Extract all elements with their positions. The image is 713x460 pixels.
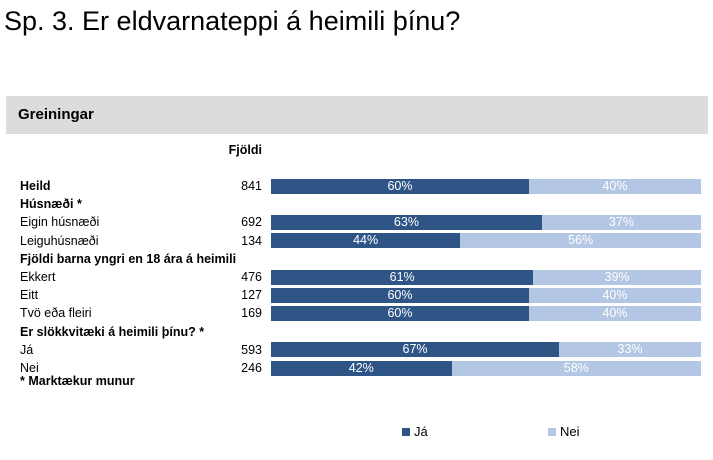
bar-segment-ja — [271, 287, 529, 303]
row-label: Nei — [20, 361, 39, 375]
row-count: 692 — [241, 215, 262, 230]
data-label-nei: 56% — [568, 233, 594, 248]
bar-segment-nei — [541, 214, 701, 230]
bar-segment-ja — [271, 233, 461, 249]
bar-segment-nei — [559, 342, 701, 358]
bar-segment-nei — [529, 287, 701, 303]
group-label: Húsnæði * — [20, 197, 82, 212]
data-label-nei: 40% — [602, 305, 628, 320]
bar-segment-nei — [529, 305, 701, 321]
row-count: 841 — [241, 179, 262, 193]
data-label-nei: 37% — [608, 214, 634, 229]
data-label-ja: 61% — [389, 269, 415, 284]
bar-segment-nei — [451, 360, 701, 376]
data-label-nei: 39% — [604, 269, 630, 284]
data-label-nei: 33% — [617, 342, 643, 357]
chart-title: Sp. 3. Er eldvarnateppi á heimili þínu? — [4, 6, 461, 36]
bar-segment-nei — [529, 178, 701, 194]
row-count: 246 — [241, 361, 262, 375]
row-count: 169 — [241, 306, 262, 321]
legend-swatch-ja — [402, 428, 410, 436]
row-label: Eigin húsnæði — [20, 215, 100, 230]
bar-segment-ja — [271, 342, 560, 358]
section-header-bar — [6, 96, 708, 134]
bar-segment-nei — [533, 269, 701, 285]
bar-segment-ja — [271, 360, 452, 376]
group-label: Fjöldi barna yngri en 18 ára á heimili — [20, 251, 237, 266]
data-label-nei: 40% — [602, 287, 628, 302]
row-count: 476 — [241, 270, 262, 284]
row-label: Eitt — [20, 288, 39, 303]
legend-label-nei: Nei — [560, 424, 580, 439]
data-label-nei: 40% — [602, 178, 628, 193]
count-column-header: Fjöldi — [228, 143, 262, 157]
data-label-ja: 67% — [402, 342, 428, 357]
bar-segment-nei — [460, 233, 701, 249]
data-label-ja: 63% — [393, 214, 419, 229]
legend-swatch-nei — [548, 428, 556, 436]
data-label-ja: 60% — [387, 178, 413, 193]
data-label-ja: 60% — [387, 287, 413, 302]
data-label-ja: 42% — [348, 360, 374, 375]
data-label-ja: 60% — [387, 305, 413, 320]
bar-segment-ja — [271, 178, 529, 194]
row-count: 127 — [241, 288, 262, 303]
row-label: Tvö eða fleiri — [20, 306, 92, 321]
row-count: 134 — [241, 233, 262, 248]
bar-segment-ja — [271, 305, 529, 321]
section-label: Greiningar — [18, 106, 94, 123]
footnote: * Marktækur munur — [20, 374, 135, 388]
bar-segment-ja — [271, 269, 534, 285]
row-label: Leiguhúsnæði — [20, 233, 99, 248]
data-label-ja: 44% — [353, 233, 379, 248]
row-label: Heild — [20, 179, 51, 193]
row-label: Ekkert — [20, 270, 56, 284]
group-label: Er slökkvitæki á heimili þínu? * — [20, 324, 205, 339]
legend-label-ja: Já — [414, 424, 428, 439]
data-label-nei: 58% — [563, 360, 589, 375]
row-count: 593 — [241, 342, 262, 357]
row-label: Já — [20, 342, 34, 357]
bar-segment-ja — [271, 214, 542, 230]
